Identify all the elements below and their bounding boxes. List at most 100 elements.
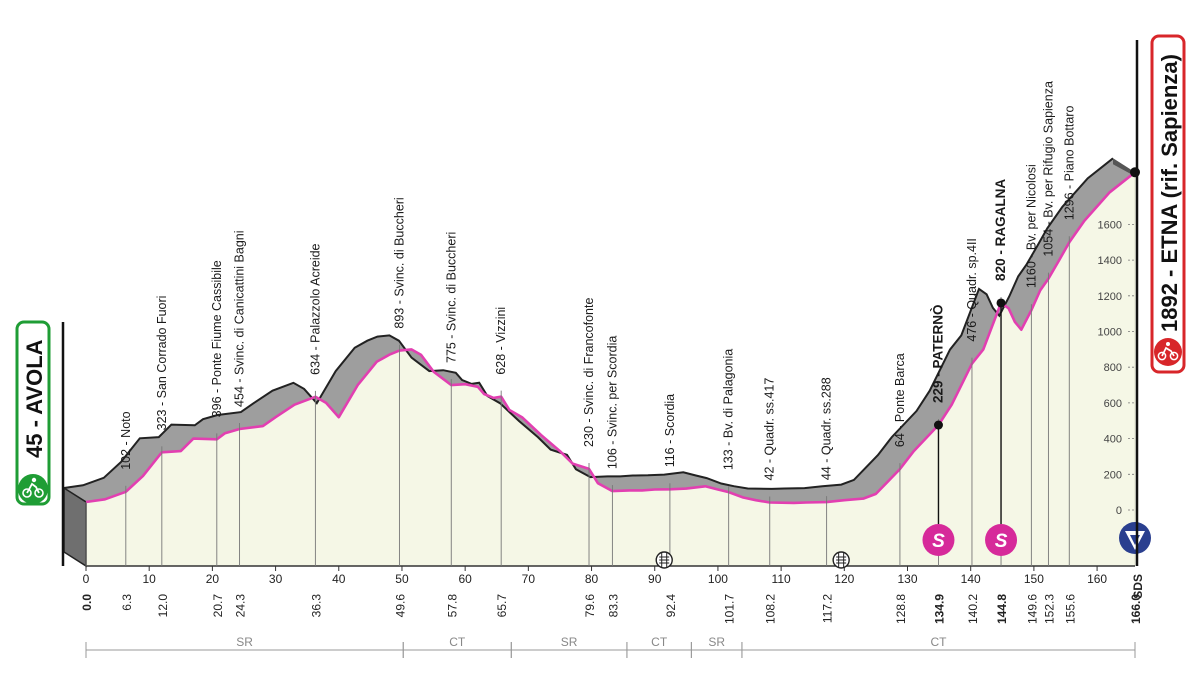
finish-bike-frame-icon [1161,346,1175,357]
finish-wheel-icon [1157,351,1167,361]
icons: S S SDS [85,167,1151,599]
province-label: SR [561,635,578,649]
finish-label: 1892 - ETNA (rif. Sapienza) [1157,54,1182,332]
x-tick-label: 150 [1024,572,1044,586]
start-wheel-icon [22,488,32,498]
km-mark-label: 149.6 [1025,594,1039,624]
km-mark-label: 6.3 [120,594,134,611]
waypoint-label: 230 - Svinc. di Francofonte [582,298,596,447]
km-mark-label: 57.8 [445,594,459,618]
x-tick-label: 60 [458,572,472,586]
x-tick-label: 80 [585,572,599,586]
x-tick-label: 20 [206,572,220,586]
profile-ridge-line [63,157,1114,490]
x-tick-label: 40 [332,572,346,586]
province-label: SR [708,635,725,649]
x-tick-label: 90 [648,572,662,586]
x-tick-label: 10 [143,572,157,586]
start-wheel-icon [34,488,44,498]
waypoint-label: 628 - Vizzini [494,307,508,375]
y-axis: 0 200 400 600 800 1000 1200 1400 1600 [1098,219,1138,517]
sprint-icon [985,524,1018,556]
km-mark-label: 12.0 [156,594,170,618]
y-tick-label: 1400 [1098,255,1122,267]
waypoint-label: 106 - Svinc. per Scordia [605,336,619,469]
waypoint-label: 323 - San Corrado Fuori [155,296,169,431]
x-tick-label: 110 [772,572,791,586]
waypoint-label: 820 - RAGALNA [993,179,1008,281]
y-tick-label: 1000 [1098,327,1122,339]
sprint-dot [933,420,943,430]
sprint-icon-letter: S [932,531,945,552]
province-label: SR [236,635,253,649]
waypoint-label: 893 - Svinc. di Buccheri [392,197,406,328]
km-mark-label: 83.3 [606,594,620,618]
x-tick-label: 0 [83,572,90,586]
y-tick-label: 1200 [1098,291,1122,303]
waypoint-label: 116 - Scordia [663,394,677,467]
finish-marker-label: SDS [1131,574,1145,599]
x-tick-label: 70 [522,572,536,586]
province-bar: SR CT SR CT SR CT [85,635,1136,658]
km-mark-label: 65.7 [495,594,509,618]
km-mark-label: 166.0 [1129,594,1143,624]
finish-wall [1113,158,1135,177]
sprint-dot [996,298,1006,308]
y-tick-label: 600 [1104,398,1122,410]
finish-badge-frame [1150,34,1186,374]
km-mark-label: 134.9 [932,594,946,624]
x-tick-label: 120 [834,572,854,586]
km-mark-label: 79.6 [583,594,597,618]
km-mark-label: 36.3 [309,594,323,618]
km-mark-label: 140.2 [966,594,980,624]
x-tick-label: 30 [269,572,283,586]
waypoint-label: 1296 - Piano Bottaro [1062,106,1076,221]
km-mark-label: 20.7 [211,594,225,618]
waypoint-label: 454 - Svinc. di Canicattini Bagni [233,230,247,406]
start-bike-frame-icon [26,482,40,494]
waypoint-label: 44 - Quadr. ss.288 [820,377,834,480]
km-mark-label: 128.8 [894,594,908,624]
km-mark-label: 117.2 [821,594,835,623]
km-mark-label: 92.4 [664,594,678,618]
waypoint-labels: 102 - Noto 323 - San Corrado Fuori 396 - P… [119,81,1076,566]
km-mark-label: 152.3 [1042,594,1056,624]
road-line [85,171,1136,505]
finish-wheel-icon [1169,351,1179,361]
province-label: CT [449,635,466,649]
waypoint-label: 1054 - Bv. per Rifugio Sapienza [1041,81,1055,257]
profile-layer [63,157,1136,568]
y-tick-label: 1600 [1098,219,1122,231]
km-mark-label: 0.0 [80,594,94,611]
y-tick-label: 0 [1116,505,1122,517]
x-tick-label: 160 [1087,572,1107,586]
waypoint-label: 42 - Quadr. ss.417 [763,378,777,481]
y-tick-label: 400 [1104,434,1122,446]
start-badge: 45 - AVOLA [15,320,51,506]
waypoint-label: 102 - Noto [119,411,133,469]
sprint-icon-letter: S [995,531,1008,552]
province-label: CT [930,635,947,649]
start-label: 45 - AVOLA [22,339,47,458]
finish-dot [1130,167,1140,178]
km-mark-label: 101.7 [723,594,737,624]
finish-badge: 1892 - ETNA (rif. Sapienza) [1150,34,1186,374]
y-tick-label: 800 [1104,362,1122,374]
sprint-icon [922,524,955,556]
x-tick-label: 50 [395,572,409,586]
waypoint-label: 1160 - Bv. per Nicolosi [1024,164,1038,288]
finish-rider-head-icon [1166,342,1170,346]
waypoint-label: 229 - PATERNÒ [930,305,945,404]
waypoint-label: 775 - Svinc. di Buccheri [444,232,458,363]
km-mark-label: 108.2 [764,594,778,624]
km-mark-label: 24.3 [234,594,248,618]
x-tick-label: 100 [708,572,728,586]
x-tick-label: 130 [897,572,917,586]
km-mark-label: 144.8 [995,594,1009,624]
waypoint-label: 396 - Ponte Fiume Cassibile [210,260,224,417]
y-tick-label: 200 [1104,469,1122,481]
x-axis: 0 10 20 30 40 50 60 70 80 90 100 110 120 130 140 150 160 [83,566,1107,586]
km-marks: 0.0 6.3 12.0 20.7 24.3 36.3 49.6 57.8 65.7 79.6 83… [80,594,1143,624]
start-rider-head-icon [31,477,37,483]
